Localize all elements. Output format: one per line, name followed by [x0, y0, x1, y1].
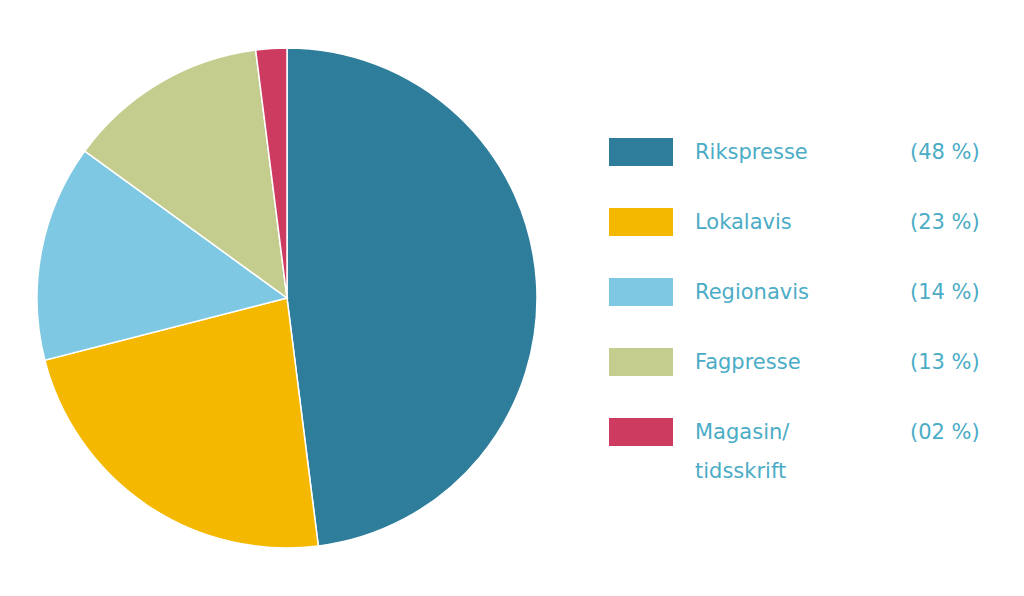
legend-label: Regionavis	[695, 280, 809, 304]
legend-swatch	[609, 418, 673, 446]
legend-swatch	[609, 208, 673, 236]
pie	[37, 48, 537, 548]
legend-value: (48 %)	[910, 140, 980, 164]
legend-label: Fagpresse	[695, 350, 801, 374]
legend-value: (14 %)	[910, 280, 980, 304]
legend-value: (13 %)	[910, 350, 980, 374]
pie-slice	[85, 50, 287, 298]
pie-slice	[287, 48, 537, 546]
legend-swatch	[609, 348, 673, 376]
pie-slice	[256, 48, 287, 298]
legend-label: Rikspresse	[695, 140, 808, 164]
legend-swatch	[609, 138, 673, 166]
legend-value: (23 %)	[910, 210, 980, 234]
legend-label: Lokalavis	[695, 210, 792, 234]
chart: Rikspresse (48 %) Lokalavis (23 %) Regionavi…	[0, 0, 1024, 596]
legend-value: (02 %)	[910, 420, 980, 444]
legend-swatch	[609, 278, 673, 306]
legend: Rikspresse (48 %) Lokalavis (23 %) Regionavi…	[609, 138, 980, 483]
legend-label: Magasin/tidsskrift	[695, 420, 790, 483]
